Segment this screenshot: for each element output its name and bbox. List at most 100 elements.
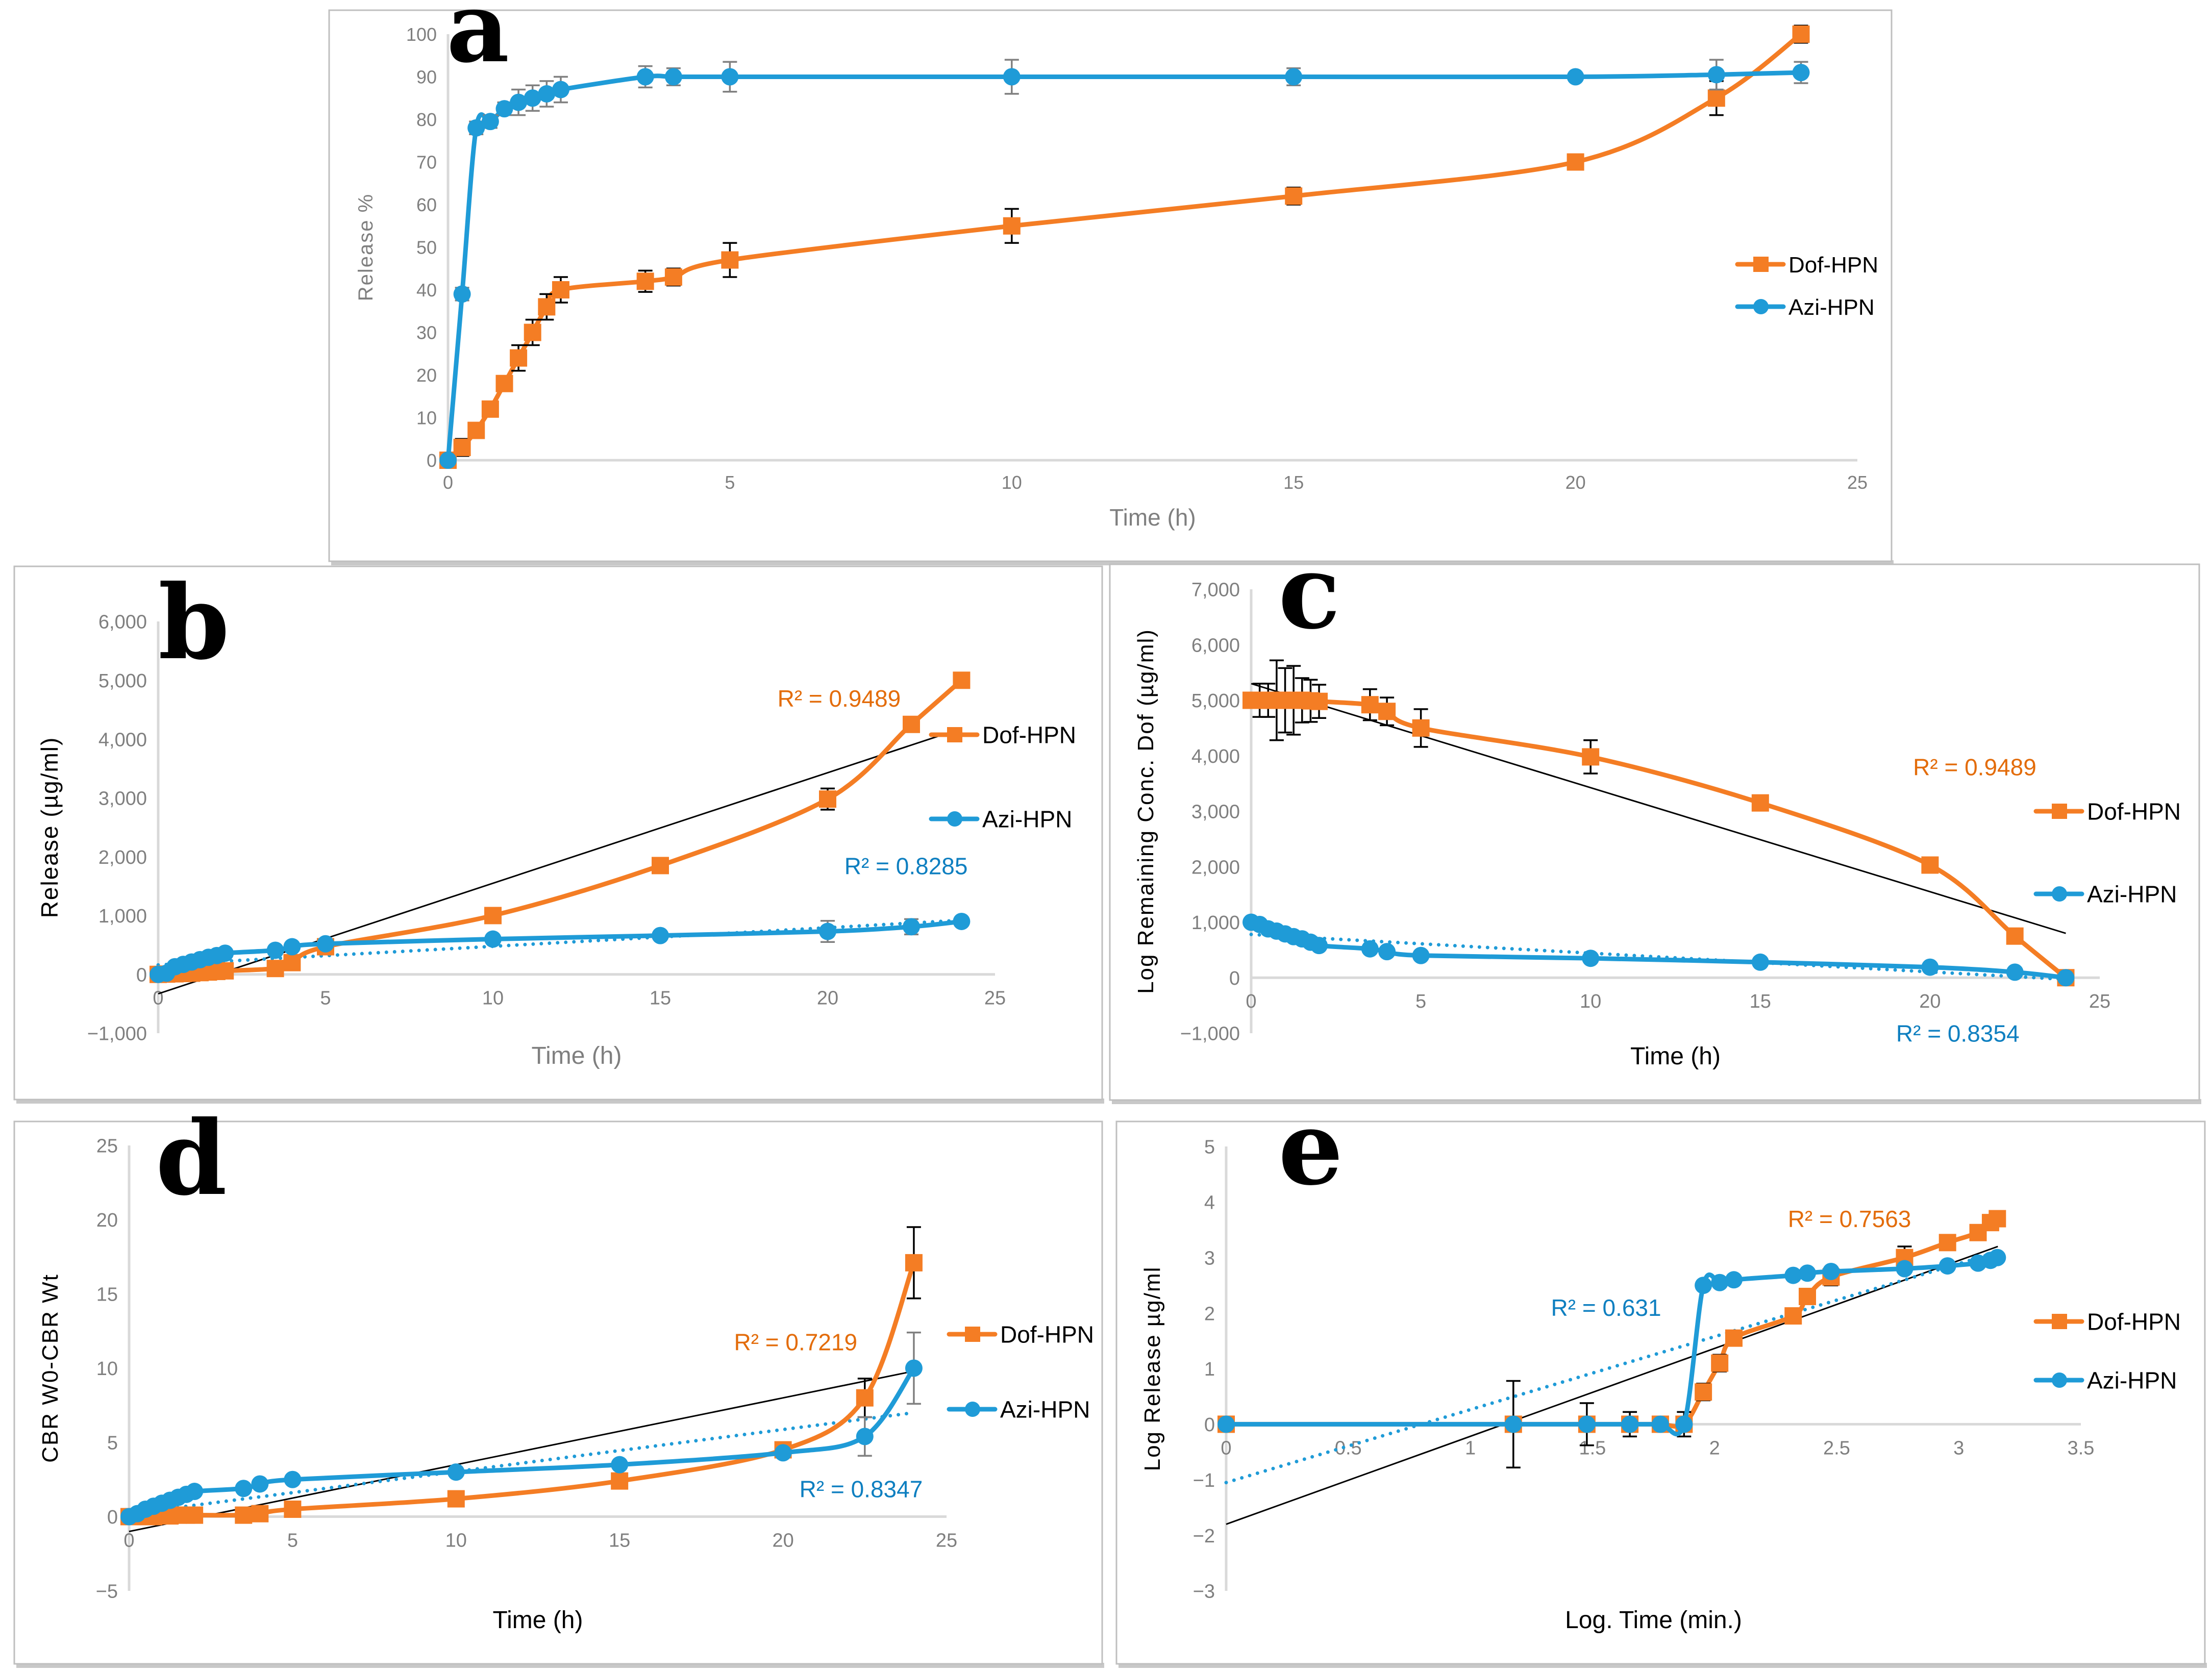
panel-frame	[13, 565, 1103, 1101]
data-point-square	[1707, 89, 1725, 107]
data-point-square	[2006, 927, 2024, 945]
data-point-circle	[284, 1470, 302, 1488]
legend-marker-circle	[965, 1402, 980, 1417]
x-tick-label: 5	[287, 1530, 298, 1551]
data-point-circle	[235, 1480, 253, 1498]
x-tick-label: 25	[984, 988, 1006, 1009]
x-tick-label: 5	[1415, 991, 1426, 1012]
trendline-dof	[1226, 1245, 1998, 1525]
data-point-circle	[552, 81, 569, 98]
series-azi-hpn	[150, 912, 971, 983]
y-tick-label: 6,000	[1191, 635, 1240, 656]
data-point-circle	[774, 1444, 792, 1462]
y-tick-label: 40	[416, 280, 437, 301]
series-azi-hpn	[1242, 913, 2075, 987]
r2-label-azi: R² = 0.8354	[1896, 1020, 2020, 1046]
data-point-square	[495, 375, 513, 392]
legend-item-dof-hpn: Dof-HPN	[929, 722, 1076, 748]
data-point-circle	[1504, 1415, 1522, 1433]
y-tick-label: 5	[107, 1433, 118, 1454]
series-dof-hpn	[439, 24, 1810, 469]
x-tick-label: 0	[1246, 991, 1256, 1012]
y-tick-label: 20	[96, 1210, 118, 1231]
legend-item-dof-hpn: Dof-HPN	[1735, 253, 1878, 278]
x-tick-label: 0	[153, 988, 163, 1009]
x-tick-label: 10	[482, 988, 504, 1009]
y-tick-label: 0	[1204, 1414, 1215, 1436]
chart-panel-b: −1,000 0 1,000 2,000 3,000 4,000 5,000 6,000 0 5 1…	[13, 563, 1104, 1104]
trendline-dof	[129, 1370, 914, 1533]
y-tick-label: 5,000	[98, 670, 147, 692]
data-point-circle	[1361, 940, 1379, 958]
y-tick-label: 1	[1204, 1359, 1215, 1380]
data-point-square	[1711, 1354, 1729, 1372]
panel-letter: a	[446, 0, 509, 84]
data-point-square	[905, 1254, 923, 1271]
data-point-circle	[481, 113, 499, 131]
legend-item-dof-hpn: Dof-HPN	[2033, 798, 2181, 825]
data-point-square	[611, 1472, 629, 1490]
data-point-square	[721, 251, 739, 269]
y-tick-label: −1,000	[1180, 1024, 1240, 1045]
data-point-circle	[819, 922, 836, 940]
y-axis-title: Log Remaining Conc. Dof (µg/ml)	[1133, 629, 1158, 994]
data-point-square	[1921, 856, 1939, 874]
data-point-circle	[1378, 943, 1396, 961]
y-axis-title: Release %	[355, 193, 377, 301]
legend-item-azi-hpn: Azi-HPN	[929, 806, 1072, 833]
data-point-circle	[1651, 1415, 1669, 1433]
legend-marker-square	[2052, 1314, 2067, 1329]
x-tick-label: 10	[445, 1530, 467, 1551]
panel-letter: e	[1278, 1088, 1343, 1208]
data-point-circle	[1921, 958, 1939, 976]
panel-frame	[1115, 1120, 2206, 1665]
y-tick-label: 10	[96, 1358, 118, 1380]
legend-label: Dof-HPN	[1788, 253, 1878, 278]
r2-label-dof: R² = 0.9489	[778, 685, 901, 712]
chart-panel-e: −3 −2 −1 0 1 2 3 4 5 0 0.5 1 1.5 2 2.5 3 3.5 Log. Time (m…	[1115, 1088, 2207, 1668]
data-point-circle	[905, 1359, 923, 1377]
legend-marker-circle	[2052, 1372, 2067, 1388]
data-point-circle	[664, 68, 682, 86]
data-point-circle	[317, 935, 334, 953]
y-tick-label: 25	[96, 1136, 118, 1157]
y-tick-label: −2	[1193, 1526, 1215, 1547]
x-tick-label: 3.5	[2068, 1437, 2095, 1459]
data-point-square	[1751, 794, 1769, 812]
panel-frame-shadow	[16, 1663, 1104, 1668]
y-tick-label: −1	[1193, 1470, 1215, 1491]
y-tick-label: −3	[1193, 1581, 1215, 1603]
legend-marker-square	[965, 1327, 980, 1342]
x-tick-label: 10	[1580, 991, 1601, 1012]
trendline-azi	[1224, 1250, 2000, 1485]
data-point-square	[1310, 692, 1328, 710]
data-point-square	[636, 272, 654, 290]
legend-item-dof-hpn: Dof-HPN	[2033, 1309, 2181, 1335]
x-tick-label: 20	[1565, 472, 1586, 493]
trendline-azi	[127, 1411, 916, 1516]
y-tick-label: 90	[416, 66, 437, 87]
data-point-circle	[1799, 1264, 1816, 1282]
data-point-circle	[1003, 68, 1021, 86]
data-point-circle	[484, 930, 502, 948]
legend-marker-circle	[2052, 886, 2067, 902]
y-tick-label: 4	[1204, 1192, 1215, 1214]
legend-marker-circle	[947, 811, 962, 827]
x-axis-title: Time (h)	[1630, 1043, 1721, 1070]
y-tick-label: 3	[1204, 1247, 1215, 1269]
data-point-circle	[495, 100, 513, 118]
data-point-square	[216, 962, 234, 980]
data-point-circle	[216, 944, 234, 962]
x-tick-label: 20	[817, 988, 838, 1009]
data-point-square	[510, 349, 528, 367]
data-point-square	[266, 960, 284, 978]
data-point-circle	[266, 941, 284, 959]
x-tick-label: 25	[936, 1530, 957, 1551]
legend-item-dof-hpn: Dof-HPN	[947, 1321, 1094, 1348]
legend-label: Azi-HPN	[2087, 1367, 2177, 1394]
y-tick-label: 1,000	[98, 906, 147, 927]
data-point-square	[1412, 719, 1430, 737]
data-point-square	[1725, 1329, 1743, 1347]
legend-item-azi-hpn: Azi-HPN	[947, 1396, 1090, 1423]
legend-label: Azi-HPN	[2087, 881, 2177, 908]
